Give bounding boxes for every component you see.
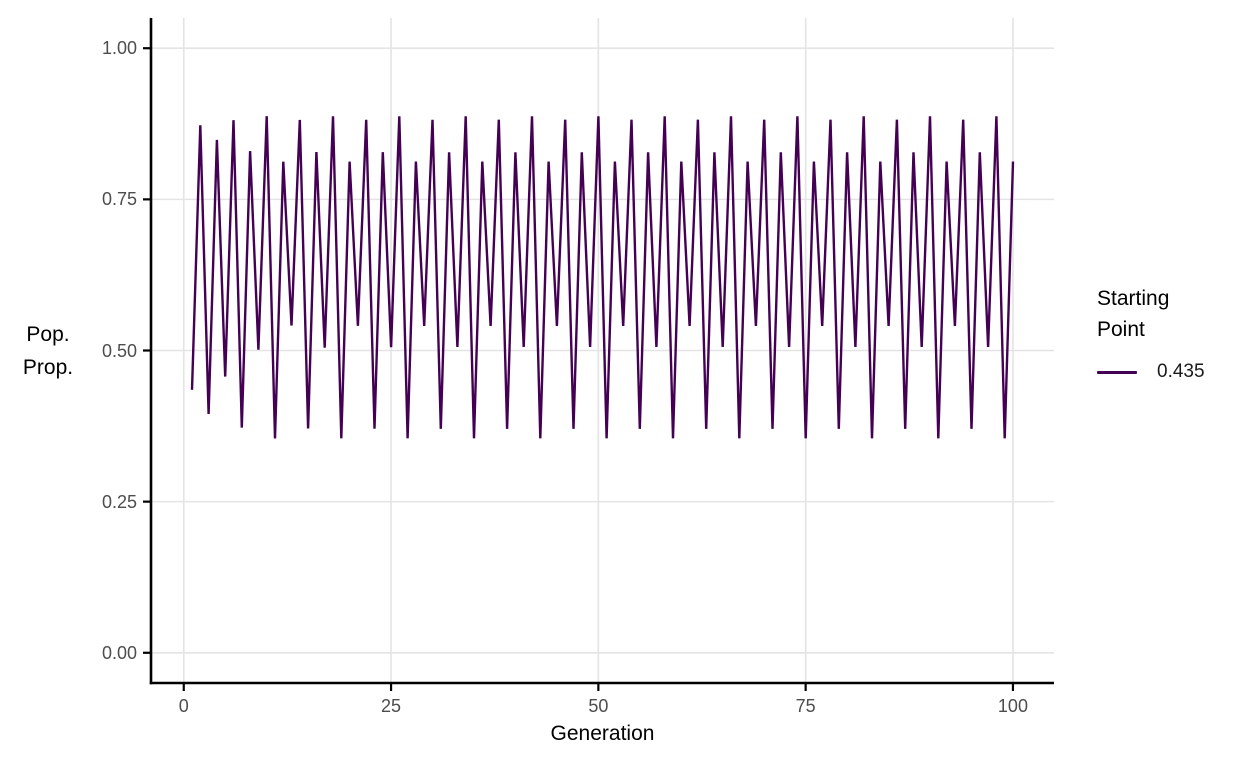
x-axis-title: Generation <box>550 722 655 745</box>
x-tick-label: 50 <box>588 696 609 716</box>
y-tick-label: 1.00 <box>101 38 137 59</box>
x-tick-label: 0 <box>178 696 189 716</box>
legend-title: Starting Point <box>1097 283 1247 345</box>
legend-entry-label: 0.435 <box>1157 361 1205 382</box>
x-tick-label: 100 <box>997 696 1028 716</box>
y-axis-title-line2: Prop. <box>22 356 74 379</box>
legend: Starting Point 0.435 <box>1097 283 1247 383</box>
legend-key-line <box>1097 370 1137 374</box>
y-tick-label: 0.50 <box>101 340 137 361</box>
y-axis-title: Pop. Prop. <box>4 318 92 384</box>
y-axis-title-line1: Pop. <box>26 323 70 346</box>
legend-title-line2: Point <box>1097 318 1145 341</box>
y-tick-label: 0.00 <box>101 642 137 663</box>
series-line-0.435 <box>190 116 1015 439</box>
legend-entry: 0.435 <box>1097 361 1247 383</box>
y-tick-label: 0.75 <box>101 189 137 210</box>
y-tick-label: 0.25 <box>101 491 137 512</box>
x-tick-label: 75 <box>795 696 816 716</box>
x-tick-label: 25 <box>381 696 402 716</box>
legend-title-line1: Starting <box>1097 287 1170 310</box>
